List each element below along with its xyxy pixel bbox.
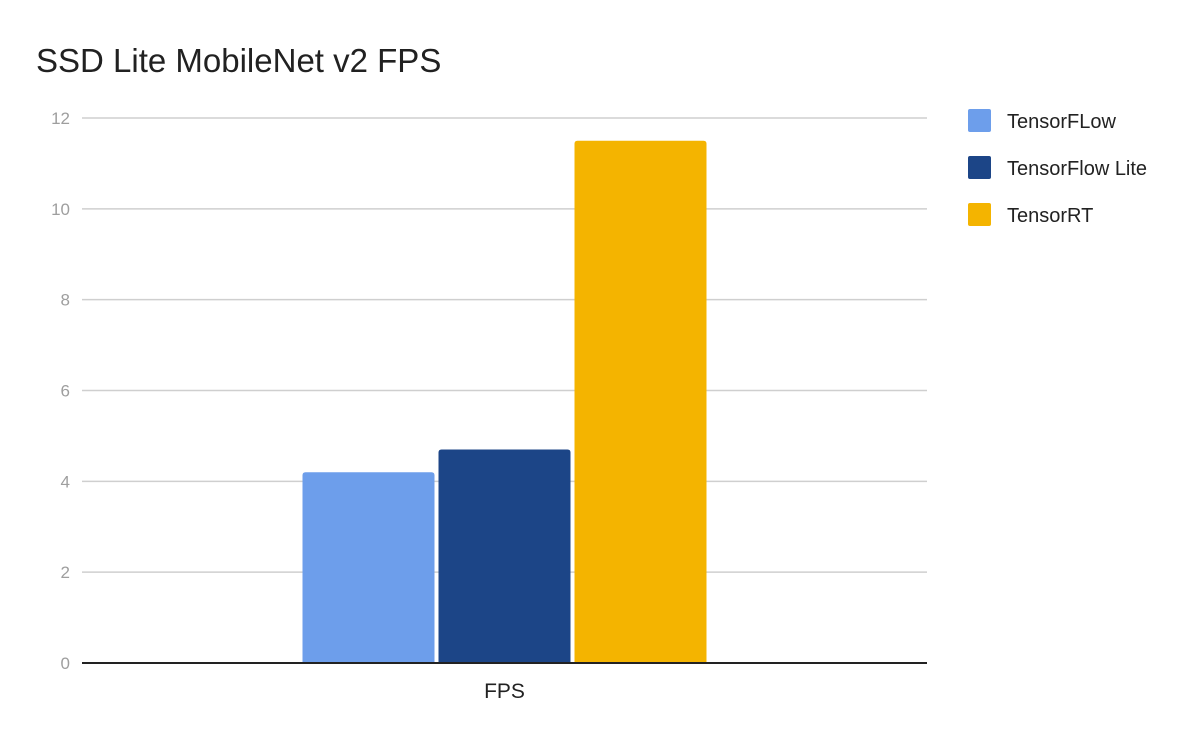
legend-label: TensorRT (1007, 205, 1093, 227)
legend-swatch (968, 156, 991, 179)
x-category-label: FPS (484, 680, 525, 703)
legend: TensorFLow TensorFlow Lite TensorRT (968, 109, 1147, 227)
y-tick-label: 2 (61, 563, 70, 582)
axes: 0 2 4 6 8 10 12 FPS (51, 109, 927, 703)
legend-label: TensorFlow Lite (1007, 158, 1147, 180)
y-tick-label: 12 (51, 109, 70, 128)
y-tick-label: 0 (61, 654, 70, 673)
y-tick-label: 6 (61, 382, 70, 401)
y-tick-label: 8 (61, 291, 70, 310)
chart-title: SSD Lite MobileNet v2 FPS (36, 42, 441, 79)
y-tick-label: 4 (61, 472, 70, 491)
bar-tensorrt (574, 140, 707, 664)
legend-label: TensorFLow (1007, 111, 1116, 133)
legend-swatch (968, 109, 991, 132)
bar-tensorflow (302, 472, 435, 663)
gridlines (82, 117, 927, 573)
bars (302, 140, 707, 664)
bar-tensorflow-lite (438, 449, 571, 663)
y-tick-label: 10 (51, 200, 70, 219)
legend-swatch (968, 203, 991, 226)
